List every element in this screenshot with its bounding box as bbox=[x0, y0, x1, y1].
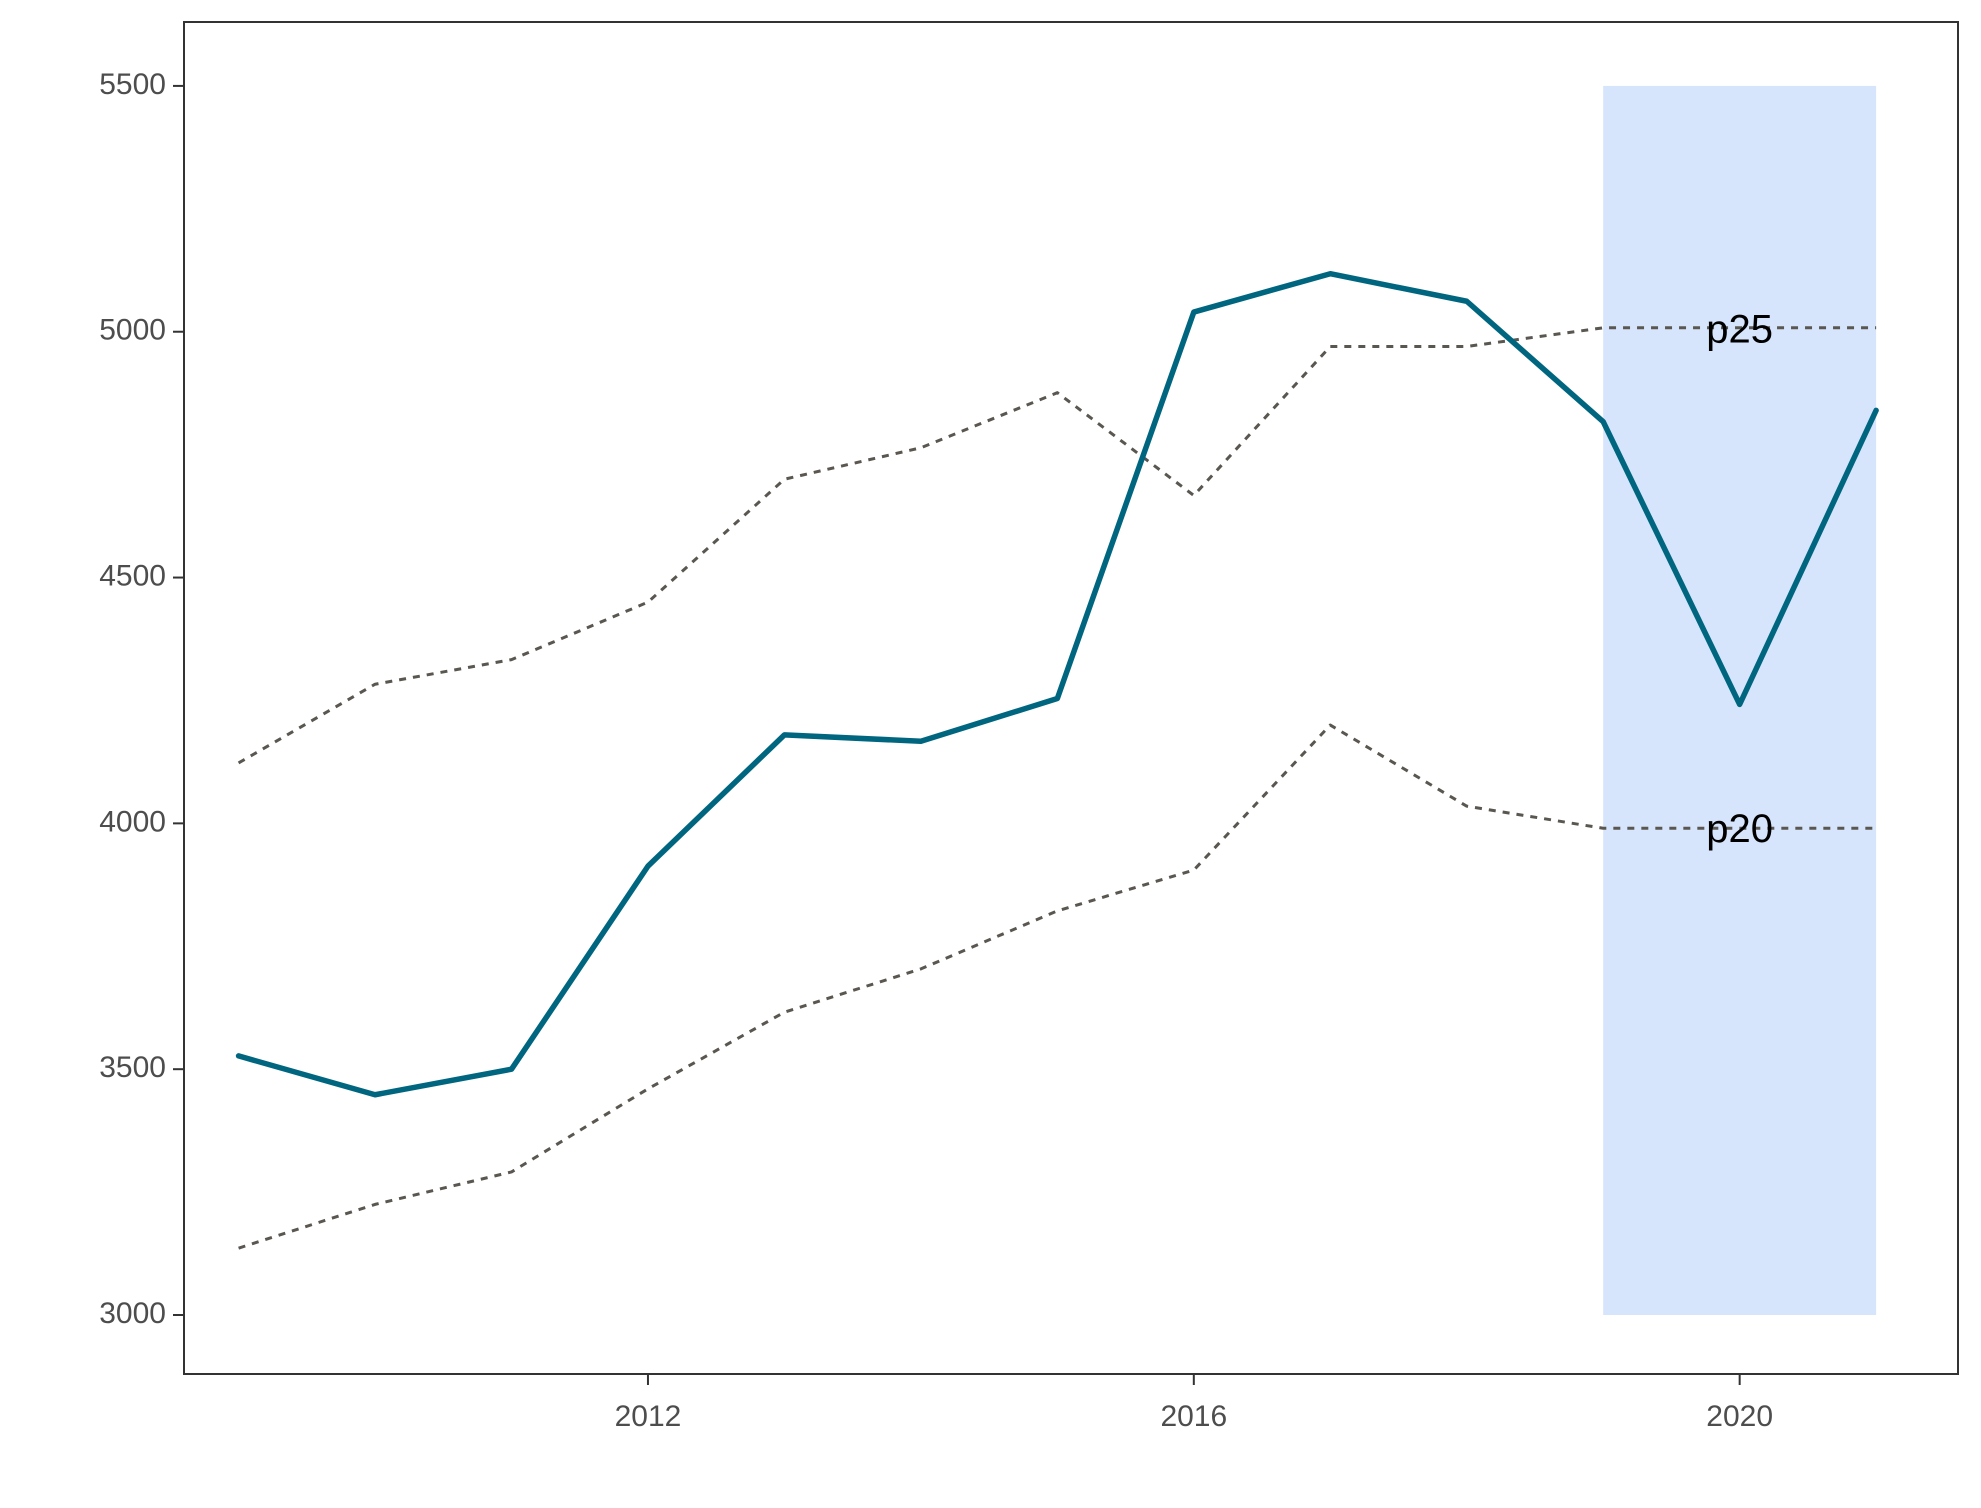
series-line-main bbox=[235, 270, 1879, 1098]
panel-border bbox=[183, 21, 1959, 1375]
annotation-label-p20: p20 bbox=[1706, 807, 1773, 851]
annotations-group: p25 p20 bbox=[1706, 307, 1773, 851]
y-tick-label: 3500 bbox=[99, 1051, 166, 1084]
y-tick-label: 5500 bbox=[99, 68, 166, 101]
y-tick-label: 4500 bbox=[99, 559, 166, 592]
series-group bbox=[235, 270, 1879, 1250]
y-tick-label: 4000 bbox=[99, 805, 166, 838]
axes-group: 3000 3500 4000 4500 5000 5500 2012 2016 2020 bbox=[99, 21, 1959, 1433]
annotation-label-p25: p25 bbox=[1706, 307, 1773, 351]
series-line-upper-band bbox=[237, 326, 1877, 765]
series-line-lower-band bbox=[238, 723, 1877, 1250]
x-tick-label: 2016 bbox=[1160, 1400, 1227, 1433]
y-tick-label: 5000 bbox=[99, 314, 166, 347]
x-tick-label: 2020 bbox=[1706, 1400, 1773, 1433]
x-tick-label: 2012 bbox=[615, 1400, 682, 1433]
y-tick-label: 3000 bbox=[99, 1297, 166, 1330]
